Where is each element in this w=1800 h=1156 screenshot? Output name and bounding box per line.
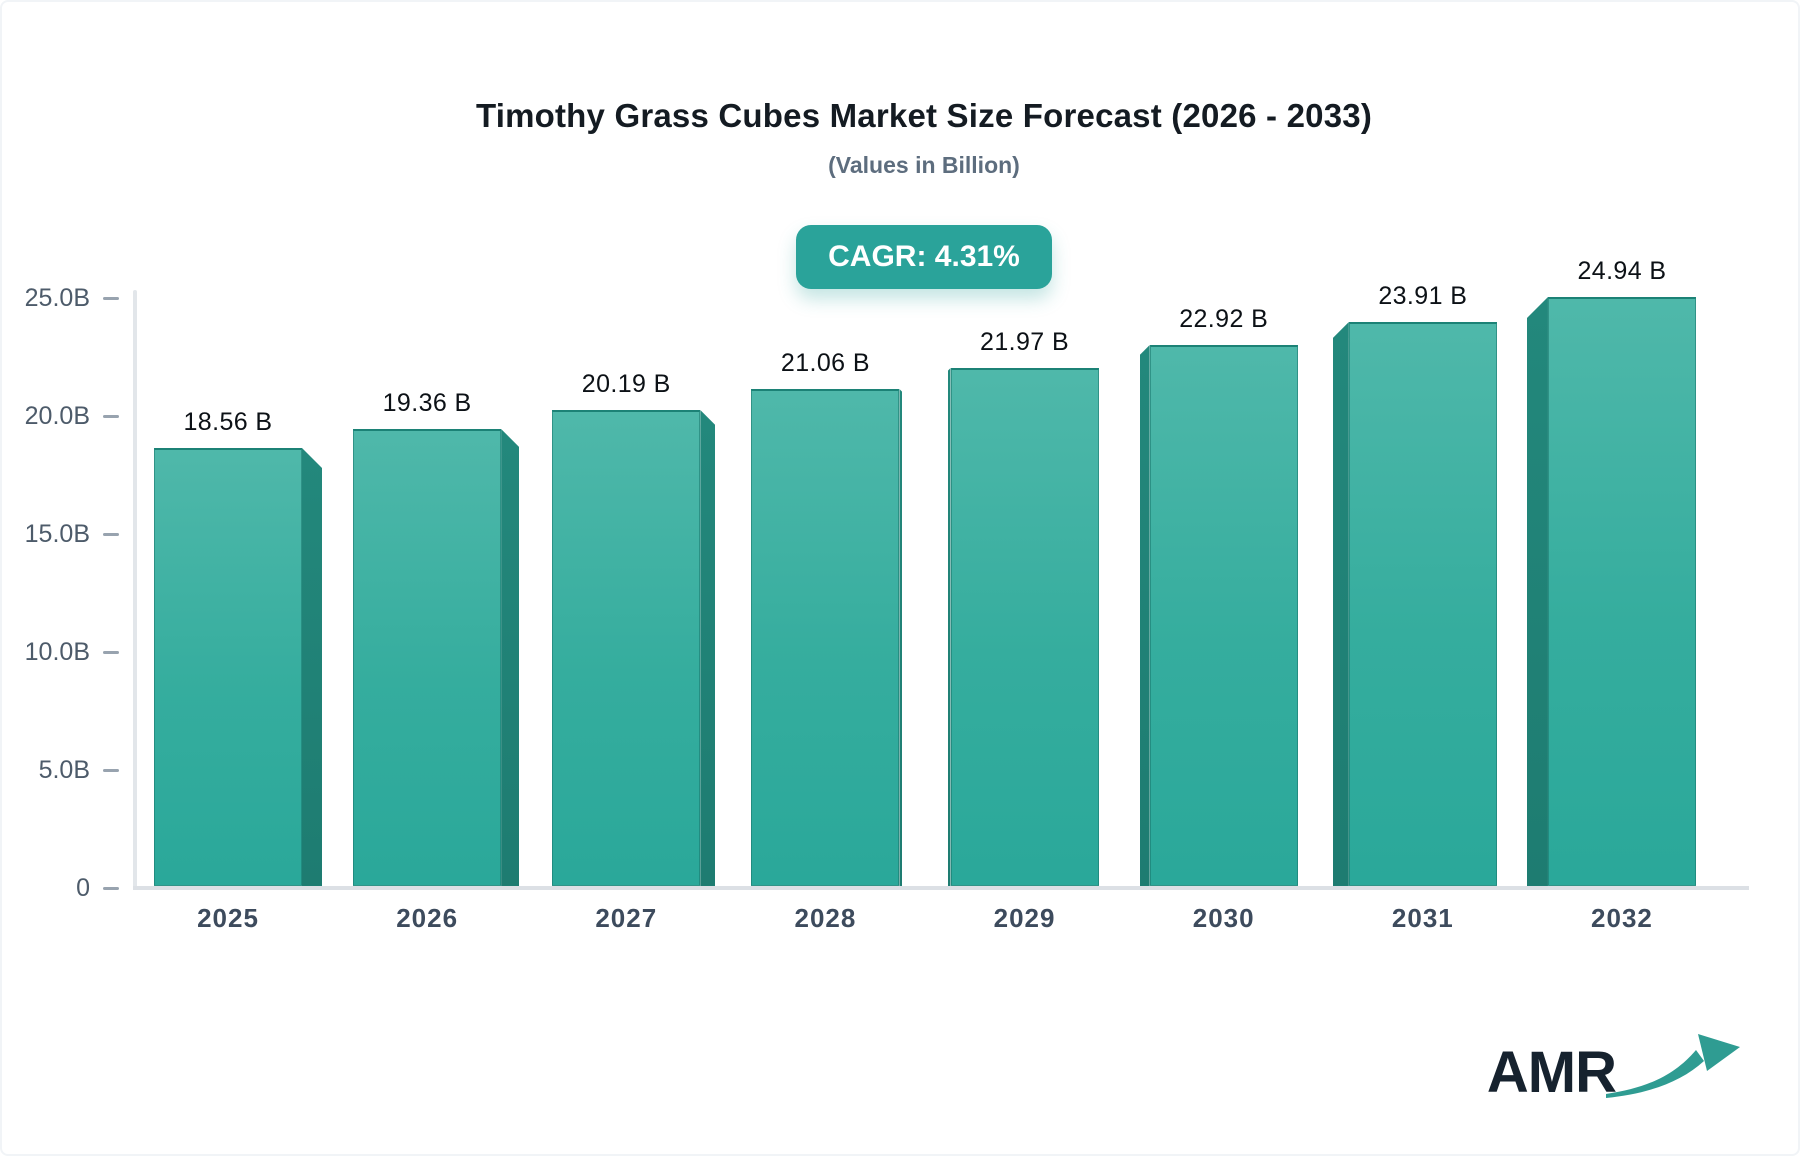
- chart-title: Timothy Grass Cubes Market Size Forecast…: [475, 97, 1373, 134]
- y-tick-label: 25.0B: [24, 284, 90, 312]
- y-tick-label: 15.0B: [24, 520, 90, 548]
- bar[interactable]: [1332, 322, 1497, 886]
- bar-side-face: [1332, 322, 1349, 886]
- bar-side-face: [947, 368, 951, 886]
- bar-front-face: [1348, 322, 1497, 886]
- bar-side-face: [700, 410, 716, 886]
- bar-side-face: [1139, 345, 1150, 886]
- chart-subtitle: (Values in Billion): [828, 151, 1020, 178]
- bar[interactable]: [552, 410, 716, 886]
- y-tick-label: 10.0B: [24, 638, 90, 666]
- bar-value-label: 20.19 B: [581, 370, 671, 398]
- y-tick-dash: [103, 414, 119, 418]
- bar-front-face: [552, 410, 701, 886]
- bar-side-face: [501, 429, 520, 886]
- x-tick-label: 2031: [1391, 903, 1454, 933]
- growth-arrow-icon: [1606, 1034, 1740, 1098]
- bar[interactable]: [154, 448, 322, 886]
- y-axis-line: [133, 290, 137, 890]
- y-tick-dash: [103, 296, 119, 300]
- bar-front-face: [751, 389, 900, 886]
- y-tick-label: 20.0B: [24, 402, 90, 430]
- x-tick-label: 2027: [595, 903, 658, 933]
- x-tick-label: 2030: [1192, 903, 1255, 933]
- bar-front-face: [154, 448, 302, 886]
- brand-logo-text: AMR: [1486, 1040, 1617, 1105]
- bar[interactable]: [751, 389, 903, 886]
- bar[interactable]: [1139, 345, 1298, 886]
- bar-value-label: 22.92 B: [1179, 305, 1269, 333]
- x-axis-line: [133, 886, 1749, 890]
- bar-value-label: 19.36 B: [382, 389, 472, 417]
- brand-logo: AMR: [1487, 1034, 1742, 1102]
- cagr-badge: CAGR: 4.31%: [796, 225, 1052, 290]
- y-tick-dash: [103, 886, 119, 890]
- bar-value-label: 21.06 B: [780, 349, 870, 377]
- bar[interactable]: [1526, 297, 1696, 886]
- chart-header: Timothy Grass Cubes Market Size Forecast…: [46, 96, 1798, 290]
- y-tick-dash: [103, 650, 119, 654]
- y-tick-label: 5.0B: [38, 756, 90, 784]
- x-tick-label: 2028: [794, 903, 857, 933]
- bar-front-face: [353, 429, 502, 886]
- bar[interactable]: [947, 368, 1099, 886]
- bar-side-face: [899, 389, 903, 886]
- bar-front-face: [1149, 345, 1298, 886]
- x-tick-label: 2032: [1591, 903, 1653, 933]
- bar-front-face: [950, 368, 1099, 886]
- bar-side-face: [302, 448, 322, 886]
- bar[interactable]: [353, 429, 520, 886]
- bar-value-label: 21.97 B: [980, 328, 1070, 356]
- y-tick-label: 0: [76, 874, 90, 902]
- bar-front-face: [1547, 297, 1696, 886]
- x-tick-label: 2029: [993, 903, 1056, 933]
- bar-value-label: 18.56 B: [183, 408, 273, 436]
- x-tick-label: 2025: [197, 903, 259, 933]
- bar-side-face: [1526, 297, 1548, 886]
- x-tick-label: 2026: [396, 903, 459, 933]
- y-tick-dash: [103, 532, 119, 536]
- bar-value-label: 24.94 B: [1577, 257, 1667, 285]
- bar-value-label: 23.91 B: [1378, 282, 1468, 310]
- y-tick-dash: [103, 768, 119, 772]
